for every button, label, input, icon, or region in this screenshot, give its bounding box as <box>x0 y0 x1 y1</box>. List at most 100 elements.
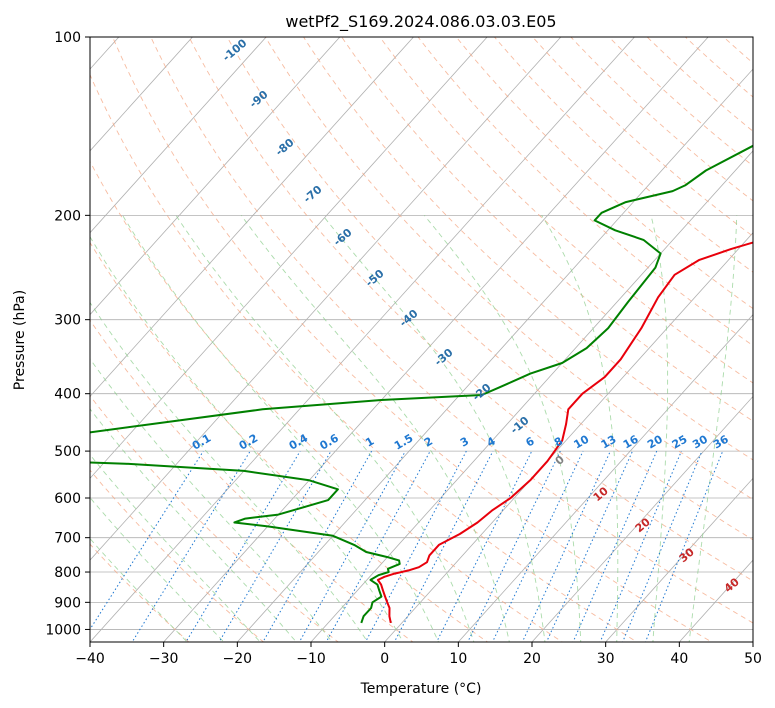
mixing-ratio-line <box>467 450 561 642</box>
dry-adiabat-line <box>379 37 753 384</box>
mixing-ratio-label: 3 <box>458 435 471 450</box>
moist-adiabat-line <box>90 301 369 642</box>
moist-adiabat-line <box>322 215 546 642</box>
dry-adiabat-line <box>90 241 489 642</box>
axes: −40 −30 −20 −10 0 10 20 30 40 5010020030040050060… <box>45 30 762 667</box>
mixing-ratio-line <box>298 450 406 642</box>
dry-adiabat-line <box>112 37 713 642</box>
dry-adiabat-line <box>722 37 753 64</box>
mixing-ratio-line <box>521 450 611 642</box>
y-tick-label: 600 <box>54 491 81 507</box>
mixing-ratio-label: 16 <box>621 432 641 451</box>
dry-adiabat-label: -20 <box>470 381 494 404</box>
dry-adiabat-label: -90 <box>247 88 271 111</box>
mixing-ratio-line <box>599 450 682 642</box>
mixing-ratio-line <box>393 450 494 642</box>
dry-adiabat-line <box>303 37 753 461</box>
dry-adiabat-line <box>264 37 753 501</box>
mixing-ratio-label: 25 <box>670 433 690 452</box>
mixing-ratio-line <box>644 450 724 642</box>
temperature-profile-line <box>376 241 753 624</box>
x-tick-label: 40 <box>670 651 688 667</box>
line-labels: 0.1 0.2 0.4 0.6 1 1.5 2 3 4 6 8 10 13 16 20 25 30 36-100-… <box>190 36 742 595</box>
isotherm-line <box>90 37 341 316</box>
dry-adiabat-line <box>90 543 190 642</box>
dry-adiabat-line <box>684 37 753 98</box>
mixing-ratio-line <box>491 450 584 642</box>
dry-adiabat-line <box>570 37 753 202</box>
dry-adiabat-label: -40 <box>397 307 421 330</box>
dry-adiabat-label: -50 <box>363 267 387 290</box>
dry-adiabat-label: -60 <box>331 226 355 249</box>
moist-adiabat-line <box>90 408 297 642</box>
isotherm-line <box>457 313 753 642</box>
dry-adiabat-label: 0 <box>553 453 567 468</box>
x-tick-label: −30 <box>149 651 179 667</box>
x-tick-label: 0 <box>380 651 389 667</box>
mixing-ratio-label: 10 <box>571 432 591 451</box>
moist-adiabat-line <box>688 215 738 642</box>
plot-area <box>0 10 753 654</box>
mixing-ratio-line <box>262 450 373 642</box>
y-tick-label: 900 <box>54 595 81 611</box>
isotherm-line <box>752 641 753 642</box>
dry-adiabat-label: -70 <box>301 183 325 206</box>
isotherm-line <box>384 232 753 642</box>
y-tick-label: 1000 <box>45 622 81 638</box>
dry-adiabat-line <box>646 37 753 132</box>
x-tick-label: −20 <box>223 651 253 667</box>
mixing-ratio-line <box>325 450 431 642</box>
moist-adiabat-line <box>423 215 582 642</box>
moist-adiabat-line <box>90 537 188 642</box>
mixing-ratio-label: 0.4 <box>287 431 311 452</box>
mixing-ratio-label: 0.1 <box>190 432 213 453</box>
isotherm-line <box>236 68 753 642</box>
dry-adiabat-line <box>150 37 753 624</box>
x-tick-label: 50 <box>744 651 762 667</box>
mixing-ratio-label: 20 <box>645 432 665 451</box>
mixing-ratio-label: 0.6 <box>318 431 342 452</box>
dry-adiabat-line <box>90 319 414 642</box>
dry-adiabat-line <box>493 37 753 273</box>
dry-adiabat-label: 30 <box>677 545 697 565</box>
mixing-ratio-line <box>622 450 703 642</box>
y-tick-label: 300 <box>54 313 81 329</box>
mixing-ratio-line <box>436 450 533 642</box>
dry-adiabat-label: 40 <box>722 575 742 595</box>
isotherm-line <box>90 37 194 152</box>
dry-adiabat-label: -10 <box>508 414 532 437</box>
dry-adiabat-label: -80 <box>273 136 297 159</box>
y-tick-label: 100 <box>54 30 81 46</box>
isotherm-line <box>163 37 709 642</box>
dry-adiabat-line <box>341 37 753 422</box>
isotherm-line <box>0 10 70 654</box>
dry-adiabat-line <box>90 160 564 642</box>
dry-adiabat-line <box>90 395 339 642</box>
mixing-ratio-line <box>90 450 204 631</box>
plot-frame <box>89 36 754 643</box>
mixing-ratio-label: 1.5 <box>392 432 415 453</box>
isotherm-line <box>90 37 562 561</box>
moist-adiabat-line <box>650 215 669 642</box>
y-tick-label: 400 <box>54 387 81 403</box>
dry-adiabat-line <box>417 37 753 347</box>
mixing-ratio-label: 30 <box>690 432 710 451</box>
y-axis-title: Pressure (hPa) <box>12 290 28 390</box>
isotherm-line <box>605 477 753 642</box>
dry-adiabat-line <box>90 73 638 642</box>
chart-title: wetPf2_S169.2024.086.03.03.E05 <box>285 12 556 32</box>
isotherm-line <box>90 37 636 642</box>
isotherm-line <box>531 395 753 642</box>
isotherm-line <box>310 150 753 642</box>
x-tick-label: −10 <box>296 651 326 667</box>
y-tick-label: 500 <box>54 444 81 460</box>
moist-adiabat-line <box>122 215 439 642</box>
moist-adiabat-line <box>90 235 404 642</box>
dry-adiabat-line <box>188 37 753 582</box>
dry-adiabat-line <box>532 37 753 237</box>
dry-adiabat-label: 10 <box>591 484 611 504</box>
isotherm-line <box>90 37 415 398</box>
x-axis-title: Temperature (°C) <box>360 681 482 697</box>
mixing-ratio-line <box>545 450 633 642</box>
